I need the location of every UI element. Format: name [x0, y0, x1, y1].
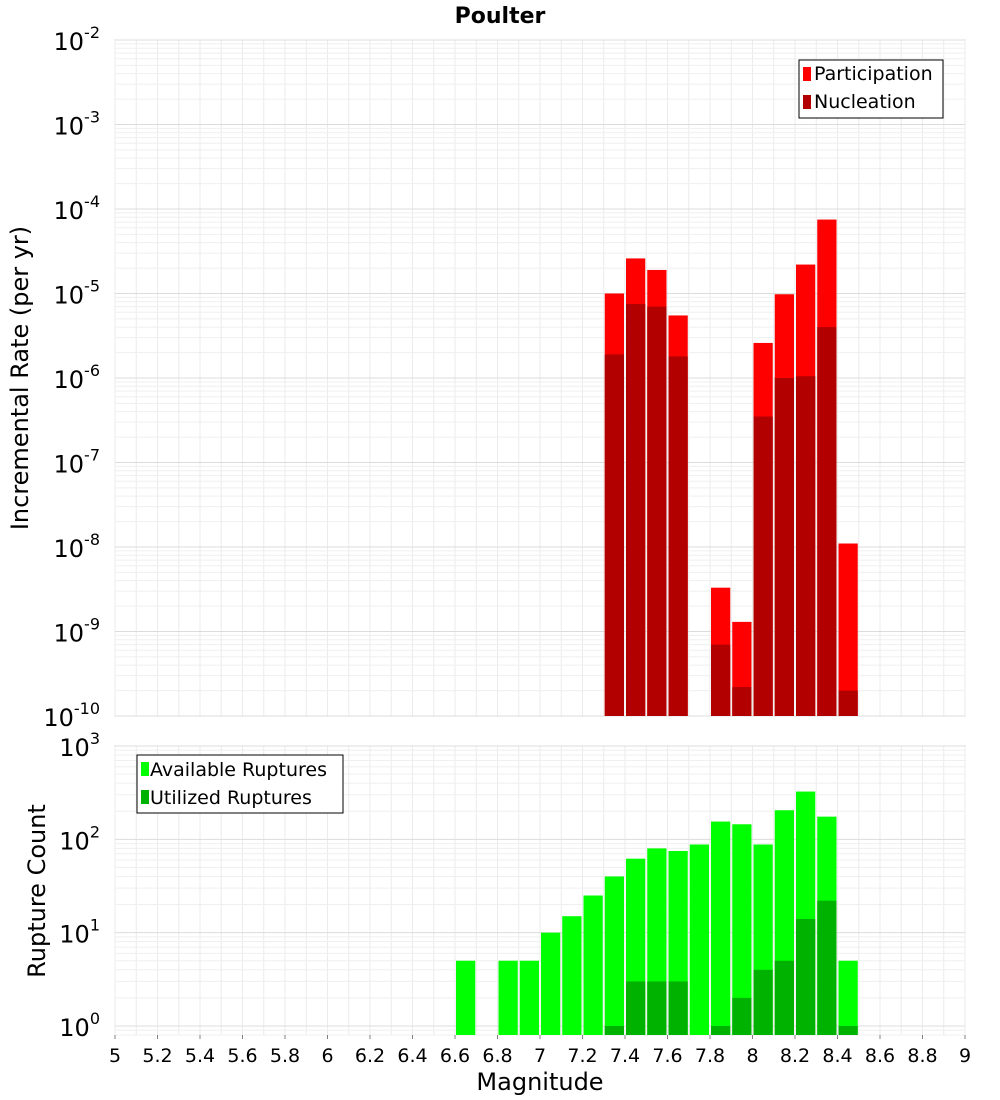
bottom-bar-series2 [604, 1025, 624, 1035]
x-tick-label: 5.6 [227, 1045, 257, 1067]
top-y-tick-label: 10-6 [54, 361, 101, 394]
top-bar-series2 [817, 327, 837, 716]
top-bar-series1 [838, 543, 858, 716]
x-tick-label: 6.6 [440, 1045, 470, 1067]
top-bar-series2 [647, 306, 667, 716]
bottom-bar-series1 [711, 821, 731, 1035]
legend-label-utilized: Utilized Ruptures [150, 787, 312, 809]
top-bar-series2 [838, 690, 858, 716]
legend-swatch-available [141, 762, 149, 776]
top-y-axis-label: Incremental Rate (per yr) [6, 226, 34, 530]
top-bars [604, 219, 858, 717]
bottom-bar-series1 [732, 824, 752, 1035]
bottom-y-tick-label: 101 [59, 916, 100, 949]
x-tick-label: 6.2 [355, 1045, 385, 1067]
bottom-bar-series1 [838, 960, 858, 1035]
x-axis-label: Magnitude [476, 1068, 603, 1096]
top-bar-series2 [774, 378, 794, 716]
top-y-tick-label: 10-4 [54, 192, 101, 225]
top-bar-series2 [753, 416, 773, 716]
bottom-bar-series2 [774, 960, 794, 1035]
bottom-bar-series1 [562, 916, 582, 1035]
x-tick-label: 8.4 [822, 1045, 852, 1067]
top-bar-series2 [626, 304, 646, 716]
bottom-bar-series2 [626, 981, 646, 1035]
top-bar-series2 [668, 356, 688, 716]
bottom-bar-series1 [541, 932, 561, 1035]
top-y-tick-label: 10-9 [54, 615, 101, 648]
top-y-tick-label: 10-5 [54, 277, 101, 310]
top-bar-series2 [604, 354, 624, 716]
chart-title: Poulter [455, 4, 546, 29]
bottom-bar-series1 [519, 960, 539, 1035]
bottom-bar-series2 [711, 1025, 731, 1035]
legend-label-available: Available Ruptures [150, 759, 327, 781]
bottom-bar-series2 [796, 919, 816, 1035]
x-tick-label: 7 [534, 1045, 546, 1067]
bottom-y-tick-label: 103 [59, 729, 100, 762]
bottom-bar-series1 [456, 960, 476, 1035]
bottom-bar-series2 [838, 1025, 858, 1035]
bottom-legend: Available Ruptures Utilized Ruptures [136, 754, 344, 814]
bottom-bar-series1 [583, 895, 603, 1035]
x-tick-label: 8.6 [865, 1045, 895, 1067]
x-tick-label: 9 [959, 1045, 971, 1067]
x-tick-label: 7.8 [695, 1045, 725, 1067]
bottom-bar-series2 [668, 981, 688, 1035]
x-tick-label: 5.8 [270, 1045, 300, 1067]
x-tick-label: 5.2 [142, 1045, 172, 1067]
legend-swatch-nucleation [803, 95, 811, 109]
top-y-tick-labels: 10-2 10-3 10-4 10-5 10-6 10-7 10-8 10-9 10-10 [43, 23, 100, 732]
x-tick-label: 6.4 [397, 1045, 427, 1067]
top-y-tick-label: 10-10 [43, 699, 100, 732]
top-y-tick-label: 10-8 [54, 530, 101, 563]
x-tick-label: 8.2 [780, 1045, 810, 1067]
bottom-bar-series1 [498, 960, 518, 1035]
x-tick-label: 7.6 [652, 1045, 682, 1067]
x-tick-label: 5.4 [185, 1045, 215, 1067]
x-tick-label: 7.2 [567, 1045, 597, 1067]
x-tick-label: 6.8 [482, 1045, 512, 1067]
bottom-bar-series2 [817, 900, 837, 1035]
legend-swatch-utilized [141, 790, 149, 804]
bottom-bar-series1 [689, 844, 709, 1035]
bottom-bars [456, 791, 858, 1035]
bottom-bar-series2 [732, 997, 752, 1035]
x-tick-label: 7.4 [610, 1045, 640, 1067]
top-bar-series2 [732, 687, 752, 716]
bottom-bar-series2 [647, 981, 667, 1035]
x-tick-label: 6 [321, 1045, 333, 1067]
top-y-tick-label: 10-7 [54, 446, 101, 479]
legend-swatch-participation [803, 67, 811, 81]
x-tick-label: 8 [746, 1045, 758, 1067]
top-y-tick-label: 10-2 [54, 23, 101, 56]
bottom-y-tick-label: 102 [59, 822, 100, 855]
x-tick-labels: 5 5.2 5.4 5.6 5.8 6 6.2 6.4 6.6 6.8 7 7.2 7.4 7.6 7.8 8… [109, 1035, 971, 1067]
x-tick-label: 5 [109, 1045, 121, 1067]
bottom-bar-series1 [604, 876, 624, 1035]
bottom-y-axis-label: Rupture Count [23, 804, 51, 978]
bottom-bar-series2 [753, 969, 773, 1035]
bottom-y-tick-labels: 103 102 101 100 [59, 729, 100, 1042]
legend-label-participation: Participation [814, 63, 933, 85]
legend-label-nucleation: Nucleation [814, 91, 916, 113]
bottom-y-tick-label: 100 [59, 1009, 100, 1042]
top-legend: Participation Nucleation [798, 59, 944, 119]
top-bar-series2 [711, 644, 731, 716]
top-gridlines [114, 39, 966, 717]
x-tick-label: 8.8 [907, 1045, 937, 1067]
top-y-tick-label: 10-3 [54, 108, 101, 141]
top-bar-series2 [796, 376, 816, 716]
